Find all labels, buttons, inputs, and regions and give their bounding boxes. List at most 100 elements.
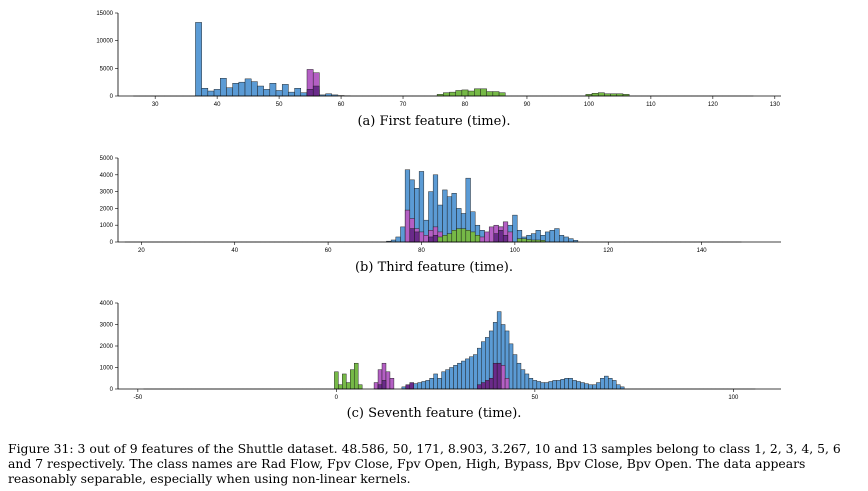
histogram-bar bbox=[521, 238, 527, 243]
histogram-bar bbox=[418, 171, 425, 243]
histogram-bar bbox=[484, 231, 490, 243]
histogram-bar bbox=[474, 88, 481, 97]
histogram-bar bbox=[470, 231, 476, 243]
y-tick-label: 5000 bbox=[100, 156, 114, 162]
histogram-bar bbox=[488, 378, 494, 390]
histogram-bar bbox=[244, 78, 252, 97]
histogram-bar bbox=[552, 380, 557, 390]
histogram-bar bbox=[580, 382, 585, 390]
histogram-bar bbox=[480, 88, 487, 97]
subcaption-b: (b) Third feature (time). bbox=[354, 260, 514, 275]
histogram-bar bbox=[461, 89, 469, 97]
x-tick-label: 40 bbox=[214, 102, 221, 108]
y-tick-label: 4000 bbox=[100, 301, 114, 307]
x-tick-label: 50 bbox=[276, 102, 283, 108]
histogram-bar bbox=[350, 369, 355, 390]
histogram-bar bbox=[442, 189, 448, 243]
histogram-bar bbox=[414, 231, 420, 243]
x-tick-label: 100 bbox=[728, 395, 739, 400]
histogram-bar bbox=[493, 233, 499, 243]
histogram-bar bbox=[377, 384, 383, 390]
histogram-bar bbox=[564, 378, 569, 390]
histogram-bar bbox=[226, 87, 233, 97]
histogram-bar bbox=[477, 384, 482, 390]
histogram-bar bbox=[572, 380, 577, 390]
histogram-bar bbox=[474, 235, 481, 243]
histogram-bar bbox=[481, 341, 486, 390]
histogram-bar bbox=[417, 382, 422, 390]
histogram-bar bbox=[512, 214, 518, 243]
histogram-bar bbox=[512, 354, 518, 390]
histogram-bar bbox=[437, 378, 442, 390]
histogram-bar bbox=[453, 365, 458, 390]
histogram-bar bbox=[250, 81, 258, 97]
histogram-bar bbox=[220, 78, 227, 97]
y-tick-label: 0 bbox=[110, 240, 114, 246]
histogram-bar bbox=[540, 382, 546, 390]
histogram-bar bbox=[524, 373, 530, 390]
y-tick-label: 1000 bbox=[100, 366, 114, 372]
histogram-bar bbox=[288, 91, 295, 97]
histogram-bar bbox=[467, 90, 475, 97]
histogram-bar bbox=[532, 380, 538, 390]
histogram-bar bbox=[442, 235, 448, 243]
histogram-bar bbox=[596, 382, 601, 390]
histogram-bar bbox=[357, 384, 363, 390]
histogram-bar bbox=[449, 91, 456, 97]
x-tick-label: 0 bbox=[335, 395, 339, 400]
x-tick-label: 50 bbox=[532, 395, 539, 400]
x-tick-label: 90 bbox=[524, 102, 531, 108]
histogram-bar bbox=[409, 228, 415, 243]
x-tick-label: 110 bbox=[646, 102, 656, 108]
histogram-bar bbox=[449, 367, 454, 390]
histogram-bar bbox=[238, 81, 246, 97]
histogram-bar bbox=[433, 373, 438, 390]
x-tick-label: 40 bbox=[231, 248, 238, 254]
histogram-bar bbox=[502, 235, 509, 243]
series-class5 bbox=[334, 362, 363, 390]
histogram-bar bbox=[338, 384, 343, 390]
y-tick-label: 15000 bbox=[96, 11, 113, 17]
histogram-bar bbox=[405, 384, 411, 390]
y-tick-label: 3000 bbox=[100, 323, 114, 329]
histogram-bar bbox=[275, 90, 283, 97]
histogram-bar bbox=[195, 22, 202, 97]
subcaption-c: (c) Seventh feature (time). bbox=[346, 406, 522, 421]
histogram-bar bbox=[516, 362, 522, 390]
series-class5 bbox=[437, 228, 546, 243]
histogram-bar bbox=[423, 235, 429, 243]
histogram-bar bbox=[549, 230, 555, 243]
y-tick-label: 10000 bbox=[96, 39, 113, 45]
histogram-bar bbox=[294, 88, 302, 97]
y-tick-label: 0 bbox=[110, 94, 114, 100]
histogram-bar bbox=[544, 231, 551, 243]
histogram-bar bbox=[445, 369, 450, 390]
histogram-bar bbox=[604, 375, 609, 390]
histogram-bar bbox=[504, 378, 510, 390]
histogram-bar bbox=[385, 371, 391, 390]
histogram-bar bbox=[437, 236, 443, 243]
histogram-bar bbox=[400, 226, 406, 243]
histogram-bar bbox=[592, 384, 597, 390]
histogram-bar bbox=[201, 88, 209, 97]
x-tick-label: 80 bbox=[418, 248, 425, 254]
histogram-bar bbox=[492, 362, 498, 390]
histogram-bar bbox=[457, 362, 462, 390]
histogram-bar bbox=[381, 380, 387, 390]
figure-caption: Figure 31: 3 out of 9 features of the Sh… bbox=[8, 441, 841, 486]
x-tick-label: 120 bbox=[708, 102, 719, 108]
histogram-bar bbox=[421, 381, 426, 390]
x-tick-label: 140 bbox=[697, 248, 708, 254]
histogram-bar bbox=[544, 382, 549, 390]
histogram-bar bbox=[584, 383, 589, 390]
histogram-bar bbox=[263, 89, 271, 97]
histogram-bar bbox=[346, 382, 351, 390]
histogram-bar bbox=[612, 380, 617, 390]
histogram-bar bbox=[600, 378, 605, 390]
histogram-bar bbox=[560, 379, 565, 390]
histogram-bar bbox=[342, 373, 347, 390]
histogram-bar bbox=[425, 380, 430, 390]
x-tick-label: 60 bbox=[325, 248, 332, 254]
x-tick-label: 30 bbox=[152, 102, 159, 108]
y-tick-label: 1000 bbox=[100, 223, 114, 229]
